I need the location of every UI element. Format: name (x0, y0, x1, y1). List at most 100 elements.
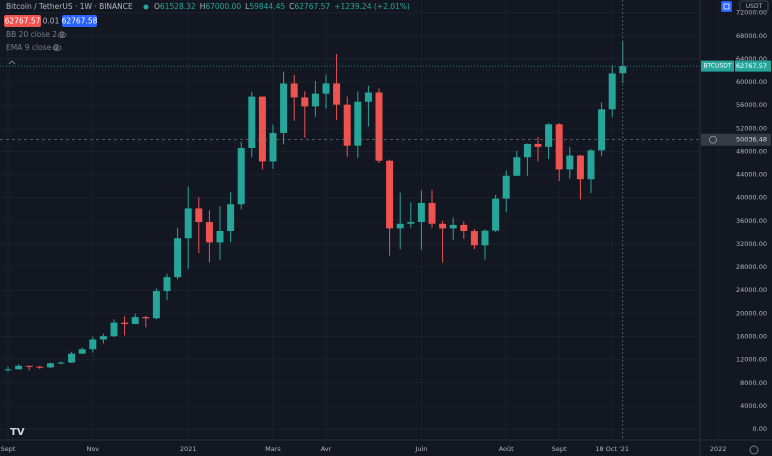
body (227, 204, 235, 231)
x-tick-label: Sept (552, 445, 567, 453)
body (237, 148, 245, 205)
body (280, 83, 288, 133)
add-button (709, 135, 717, 144)
x-tick-label: 18 Oct '21 (595, 445, 629, 453)
y-tick-label: 24000.00 (736, 286, 767, 294)
body (502, 175, 510, 199)
change: +1239.24 (+2.01%) (334, 2, 410, 11)
ohlc-value: 61528.32 (160, 2, 196, 11)
x-tick-label: 2022 (710, 445, 727, 453)
collapse-button[interactable] (8, 60, 16, 65)
body (364, 92, 372, 102)
body (258, 96, 266, 162)
y-tick-label: 0.00 (753, 425, 767, 433)
crosshair-label: 50036.48 (736, 136, 767, 144)
x-tick-label: Avr (321, 445, 332, 453)
x-tick-label: Sept (1, 445, 16, 453)
body (354, 101, 362, 146)
last-price-label: 62767.57 (736, 62, 767, 70)
body (333, 83, 341, 105)
y-tick-label: 12000.00 (736, 356, 767, 364)
body (184, 208, 192, 239)
body (396, 223, 404, 229)
header: Bitcoin / TetherUS · 1W · BINANCE O61528… (4, 2, 410, 65)
y-tick-label: 68000.00 (736, 32, 767, 40)
indicator: BB 20 close 2 0 (6, 30, 64, 39)
body (4, 369, 12, 371)
ohlc-key: H (200, 2, 206, 11)
settings-icon[interactable] (749, 445, 759, 455)
body (470, 231, 478, 246)
eye-icons[interactable] (52, 32, 67, 51)
currency-box (739, 0, 769, 12)
body (142, 317, 150, 319)
x-tick-label: Août (499, 445, 514, 453)
body (375, 92, 383, 161)
y-tick-label: 48000.00 (736, 147, 767, 155)
y-tick-label: 8000.00 (740, 379, 767, 387)
ohlc-value: 59844.45 (249, 2, 285, 11)
x-tick-label: 2021 (180, 445, 197, 453)
y-tick-label: 56000.00 (736, 101, 767, 109)
symbol-title: Bitcoin / TetherUS · 1W · BINANCE (6, 2, 133, 11)
body (523, 143, 531, 158)
y-tick-label: 60000.00 (736, 78, 767, 86)
y-tick-label: 16000.00 (736, 333, 767, 341)
ohlc-values: O61528.32 H67000.00 L59844.45 C62767.57 +123… (154, 2, 410, 11)
body (89, 339, 97, 350)
status-dot (143, 4, 149, 10)
symbol-label: BTCUSDT (703, 63, 731, 70)
compare-button[interactable] (721, 1, 732, 12)
body (163, 277, 171, 292)
y-tick-label: 44000.00 (736, 171, 767, 179)
body (460, 224, 468, 232)
y-tick-label: 40000.00 (736, 194, 767, 202)
body (534, 143, 542, 147)
body (205, 222, 213, 243)
body (492, 198, 500, 231)
y-tick-label: 32000.00 (736, 240, 767, 248)
body (439, 223, 447, 229)
body (566, 155, 574, 170)
body (449, 224, 457, 229)
body (576, 155, 584, 180)
logo: TV (10, 427, 25, 438)
bid: 62767.57 (5, 17, 41, 26)
body (608, 73, 616, 110)
symbol-box (701, 60, 734, 72)
ohlc-value: 67000.00 (205, 2, 241, 11)
currency: USDT (746, 3, 763, 10)
body (290, 83, 298, 98)
body (322, 83, 330, 94)
body (428, 202, 436, 224)
body (121, 322, 129, 324)
body (25, 365, 33, 367)
last-price-box (735, 60, 771, 72)
body (407, 222, 415, 224)
crosshair-label-box (701, 133, 771, 146)
body (248, 96, 256, 149)
ohlc-key: O (154, 2, 160, 11)
body (417, 202, 425, 223)
body (555, 124, 563, 170)
bid-box (4, 15, 41, 27)
ohlc-key: C (289, 2, 294, 11)
ohlc-key: L (245, 2, 250, 11)
body (57, 362, 65, 364)
body (598, 109, 606, 151)
body (110, 322, 118, 337)
body (131, 317, 139, 324)
body (343, 104, 351, 146)
indicator: EMA 9 close 0 (6, 43, 59, 52)
compare-icon (723, 3, 730, 10)
body (386, 160, 394, 229)
y-tick-label: 20000.00 (736, 309, 767, 317)
x-tick-label: Nov (86, 445, 99, 453)
body (545, 124, 553, 147)
y-tick-label: 72000.00 (736, 9, 767, 17)
x-tick-label: Juin (414, 445, 427, 453)
body (36, 366, 44, 368)
body (216, 230, 224, 243)
